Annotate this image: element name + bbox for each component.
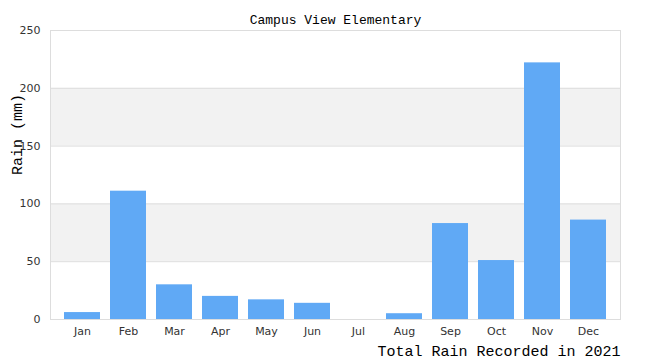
- svg-text:0: 0: [34, 313, 41, 326]
- svg-text:Mar: Mar: [164, 325, 185, 338]
- svg-text:Dec: Dec: [578, 325, 599, 338]
- svg-text:Nov: Nov: [532, 325, 554, 338]
- svg-text:Total Rain Recorded in 2021: Total Rain Recorded in 2021: [377, 344, 620, 360]
- svg-text:100: 100: [20, 197, 41, 210]
- svg-text:May: May: [255, 325, 278, 338]
- svg-text:Jun: Jun: [303, 325, 321, 338]
- svg-text:Jul: Jul: [351, 325, 365, 338]
- svg-text:Oct: Oct: [487, 325, 507, 338]
- svg-text:Campus View Elementary: Campus View Elementary: [250, 13, 422, 28]
- svg-text:Apr: Apr: [211, 325, 231, 338]
- svg-text:Rain (mm): Rain (mm): [10, 94, 27, 175]
- svg-text:Feb: Feb: [119, 325, 138, 338]
- svg-text:150: 150: [19, 139, 41, 153]
- svg-text:Aug: Aug: [394, 325, 415, 338]
- svg-text:50: 50: [27, 255, 41, 268]
- svg-text:Jan: Jan: [73, 325, 91, 338]
- svg-text:200: 200: [20, 82, 41, 95]
- svg-text:250: 250: [20, 24, 41, 37]
- svg-text:Sep: Sep: [440, 325, 461, 338]
